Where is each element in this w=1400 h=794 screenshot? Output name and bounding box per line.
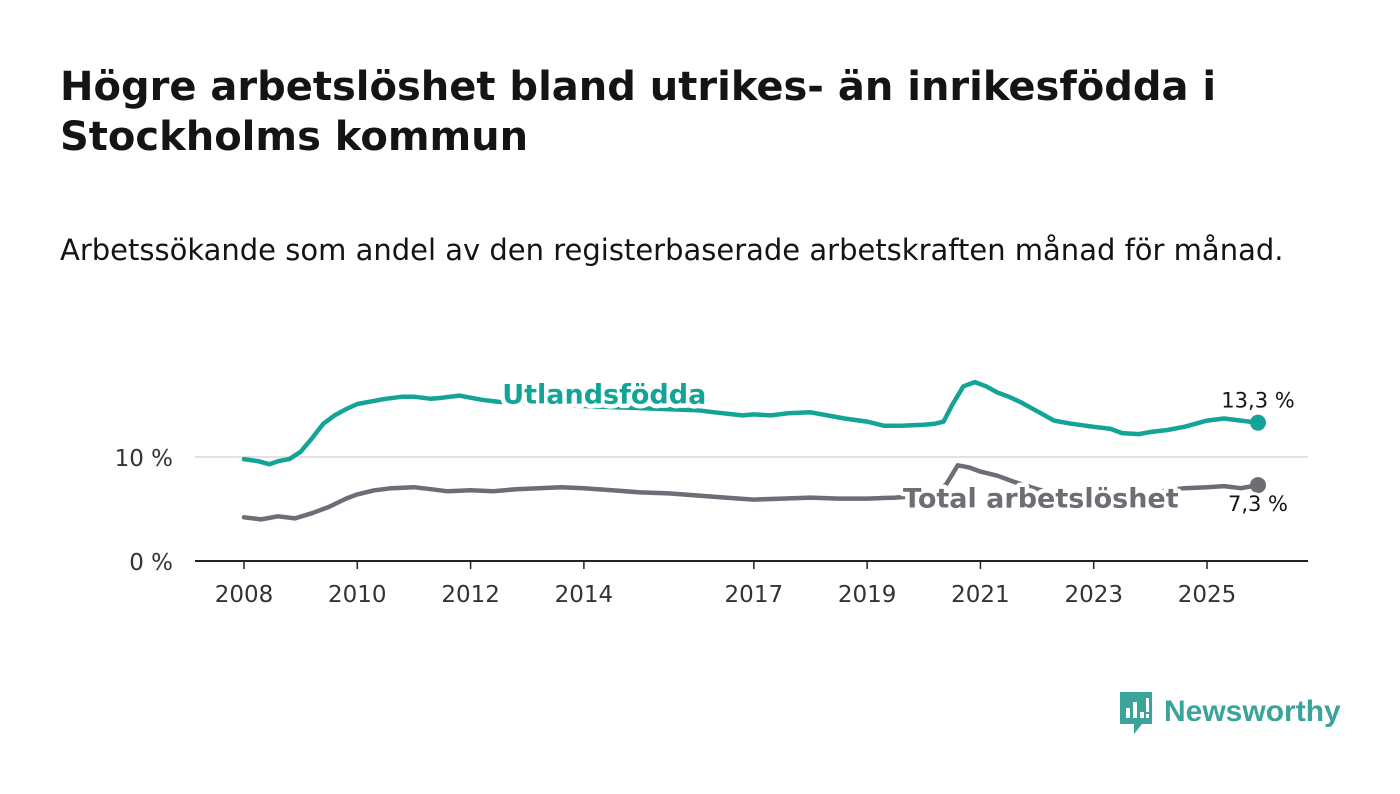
total-end-label: 7,3 %	[1228, 492, 1288, 516]
newsworthy-brand[interactable]: Newsworthy	[1118, 688, 1341, 736]
x-tick-label: 2017	[725, 582, 784, 608]
brand-name: Newsworthy	[1164, 695, 1341, 728]
utlandsfodda-end-point	[1250, 414, 1266, 431]
x-tick-label: 2008	[215, 582, 274, 608]
x-tick-label: 2012	[441, 582, 500, 608]
utlandsfodda-line	[241, 379, 1261, 467]
total-series-label: Total arbetslöshet	[903, 484, 1179, 515]
x-tick-label: 2014	[555, 582, 614, 608]
y-tick-label: 10 %	[115, 446, 173, 472]
x-tick-label: 2021	[951, 582, 1010, 608]
chart-subtitle: Arbetssökande som andel av den registerb…	[60, 233, 1284, 267]
x-tick-label: 2010	[328, 582, 387, 608]
x-tick-label: 2019	[838, 582, 897, 608]
x-tick-label: 2025	[1178, 582, 1237, 608]
utlandsfodda-series-label: Utlandsfödda	[502, 380, 706, 411]
x-tick-label: 2023	[1064, 582, 1123, 608]
utlandsfodda-end-label: 13,3 %	[1221, 389, 1294, 413]
newsworthy-logo-icon	[1120, 692, 1152, 734]
total-arbetsloshet-line	[241, 463, 1261, 522]
y-tick-label: 0 %	[129, 550, 173, 576]
total-end-point	[1250, 477, 1266, 494]
chart-title: Högre arbetslöshet bland utrikes- än inr…	[60, 64, 1217, 160]
